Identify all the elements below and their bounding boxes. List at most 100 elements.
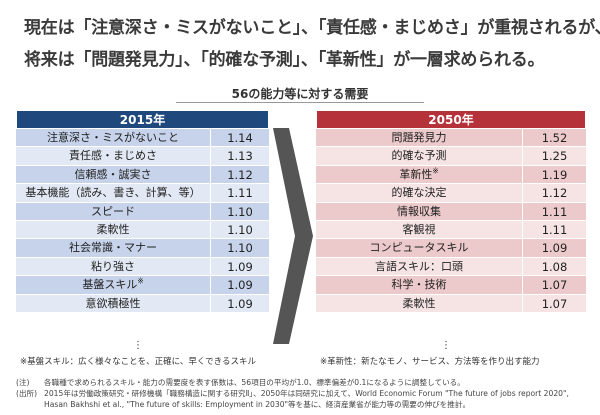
skill-name-text: 客観視 xyxy=(402,222,436,236)
table-row: 粘り強さ 1.09 xyxy=(16,257,269,277)
table-row: 情報収集 1.11 xyxy=(316,202,586,221)
footer-source-text-2: Hasan Bakhshi et al., "The future of ski… xyxy=(44,400,471,409)
table-row: 客観視 1.11 xyxy=(316,220,586,240)
skill-name: 情報収集 xyxy=(316,202,523,220)
skill-name-text: 基本機能（読み、書き、計算、等） xyxy=(25,186,201,200)
skill-name: 基盤スキル※ xyxy=(16,276,211,294)
demand-value: 1.07 xyxy=(541,296,568,311)
subtitle-underline xyxy=(176,102,424,103)
demand-value: 1.11 xyxy=(541,204,568,219)
skill-name: コンピュータスキル xyxy=(316,239,523,257)
chevron-right-icon xyxy=(273,128,313,344)
table-2015-header: 2015年 xyxy=(16,110,269,129)
skill-name-text: スピード xyxy=(91,204,135,218)
demand-value: 1.52 xyxy=(541,131,568,145)
demand-value: 1.11 xyxy=(227,186,253,201)
skill-name-text: 的確な決定 xyxy=(391,186,447,200)
skill-name: 科学・技術 xyxy=(316,276,523,294)
demand-value: 1.12 xyxy=(227,167,253,182)
skill-name: 革新性※ xyxy=(316,165,523,184)
skill-name: 信頼感・誠実さ xyxy=(16,165,211,184)
table-row: 的確な決定 1.12 xyxy=(316,184,586,203)
demand-value: 1.09 xyxy=(227,278,253,293)
skill-name-text: 基盤スキル xyxy=(82,278,138,292)
footer-note-text: 各職種で求められるスキル・能力の需要度を表す係数は、56項目の平均が1.0、標準… xyxy=(44,378,465,387)
skill-name-text: 柔軟性 xyxy=(96,222,130,236)
demand-value: 1.19 xyxy=(541,167,568,182)
table-2050-note: ※革新性：新たなモノ、サービス、方法等を作り出す能力 xyxy=(320,357,540,367)
skill-name: 問題発見力 xyxy=(316,129,523,147)
table-row: 的確な予測 1.25 xyxy=(316,147,586,166)
skill-name: 意欲積極性 xyxy=(16,294,211,312)
table-2050-header: 2050年 xyxy=(316,110,586,129)
demand-value: 1.09 xyxy=(227,259,253,274)
table-row: 基盤スキル※ 1.09 xyxy=(16,276,269,295)
demand-value: 1.10 xyxy=(227,241,253,256)
skill-name-text: 意欲積極性 xyxy=(85,296,141,310)
table-row: スピード 1.10 xyxy=(16,202,269,221)
skill-name-text: 言語スキル：口頭 xyxy=(375,259,463,273)
skill-name-text: 的確な予測 xyxy=(391,149,447,163)
table-row: 注意深さ・ミスがないこと 1.14 xyxy=(16,129,269,148)
table-2015: 2015年 注意深さ・ミスがないこと 1.14 責任感・まじめさ 1.13 信頼感・誠実… xyxy=(16,110,269,313)
footer-note: (注) 各職種で求められるスキル・能力の需要度を表す係数は、56項目の平均が1.0… xyxy=(16,377,465,388)
skill-name-text: 責任感・まじめさ xyxy=(69,149,157,163)
table-2050: 2050年 問題発見力 1.52 的確な予測 1.25 革新性※ 1.19 的確な決定 1.1… xyxy=(316,110,586,313)
skill-name: 責任感・まじめさ xyxy=(16,147,211,165)
demand-value: 1.12 xyxy=(541,186,568,201)
table-row: コンピュータスキル 1.09 xyxy=(316,239,586,258)
skill-name-text: 科学・技術 xyxy=(391,278,447,292)
table-row: 意欲積極性 1.09 xyxy=(16,294,269,313)
table-row: 基本機能（読み、書き、計算、等） 1.11 xyxy=(16,184,269,203)
skill-name-text: 情報収集 xyxy=(397,204,441,218)
skill-name: 客観視 xyxy=(316,220,523,239)
skill-name-text: 問題発見力 xyxy=(391,131,447,144)
headline-line-1: 現在は「注意深さ・ミスがないこと」、「責任感・まじめさ」が重視されるが、 xyxy=(24,18,600,38)
table-2015-ellipsis: ⋮ xyxy=(133,340,143,351)
skill-name: 注意深さ・ミスがないこと xyxy=(16,129,211,147)
table-row: 問題発見力 1.52 xyxy=(316,129,586,148)
table-2050-body: 問題発見力 1.52 的確な予測 1.25 革新性※ 1.19 的確な決定 1.12 情報収集 1… xyxy=(316,129,586,313)
demand-value: 1.10 xyxy=(227,204,253,219)
table-2015-body: 注意深さ・ミスがないこと 1.14 責任感・まじめさ 1.13 信頼感・誠実さ 1.12 基… xyxy=(16,129,269,313)
footnote-mark: ※ xyxy=(137,276,144,286)
footnote-mark: ※ xyxy=(432,166,439,176)
skill-name-text: 革新性 xyxy=(399,167,433,181)
skill-name: 言語スキル：口頭 xyxy=(316,257,523,276)
table-row: 責任感・まじめさ 1.13 xyxy=(16,147,269,166)
skill-name: 社会常識・マナー xyxy=(16,239,211,257)
demand-value: 1.11 xyxy=(541,222,568,237)
demand-value: 1.09 xyxy=(227,296,253,311)
skill-name: 的確な決定 xyxy=(316,184,523,202)
skill-name-text: コンピュータスキル xyxy=(369,241,469,255)
skill-name-text: 社会常識・マナー xyxy=(69,241,157,255)
demand-value: 1.07 xyxy=(541,278,568,293)
table-row: 社会常識・マナー 1.10 xyxy=(16,239,269,258)
table-row: 革新性※ 1.19 xyxy=(316,165,586,185)
demand-value: 1.13 xyxy=(227,149,253,164)
demand-value: 1.10 xyxy=(227,222,253,237)
subtitle: 56の能力等に対する需要 xyxy=(231,87,369,101)
demand-value: 1.14 xyxy=(227,131,253,145)
skill-name-text: 粘り強さ xyxy=(91,259,135,273)
footer-note-label: (注) xyxy=(16,378,30,387)
table-2015-note: ※基盤スキル：広く様々なことを、正確に、早くできるスキル xyxy=(20,357,256,367)
demand-value: 1.08 xyxy=(541,259,568,274)
skill-name: 柔軟性 xyxy=(316,294,523,312)
table-row: 信頼感・誠実さ 1.12 xyxy=(16,165,269,185)
skill-name: 的確な予測 xyxy=(316,147,523,165)
demand-value: 1.09 xyxy=(541,241,568,256)
skill-name-text: 注意深さ・ミスがないこと xyxy=(47,131,179,144)
skill-name-text: 柔軟性 xyxy=(402,296,436,310)
skill-name: スピード xyxy=(16,202,211,220)
demand-value: 1.25 xyxy=(541,149,568,164)
skill-name: 柔軟性 xyxy=(16,220,211,239)
footer-source-label: (出所) xyxy=(16,389,38,398)
table-row: 科学・技術 1.07 xyxy=(316,276,586,295)
skill-name: 粘り強さ xyxy=(16,257,211,276)
headline-line-2: 将来は「問題発見力」、「的確な予測」、「革新性」が一層求められる。 xyxy=(24,50,545,70)
table-2050-ellipsis: ⋮ xyxy=(441,340,451,351)
skill-name-text: 信頼感・誠実さ xyxy=(74,167,152,181)
table-row: 柔軟性 1.10 xyxy=(16,220,269,240)
skill-name: 基本機能（読み、書き、計算、等） xyxy=(16,184,211,202)
